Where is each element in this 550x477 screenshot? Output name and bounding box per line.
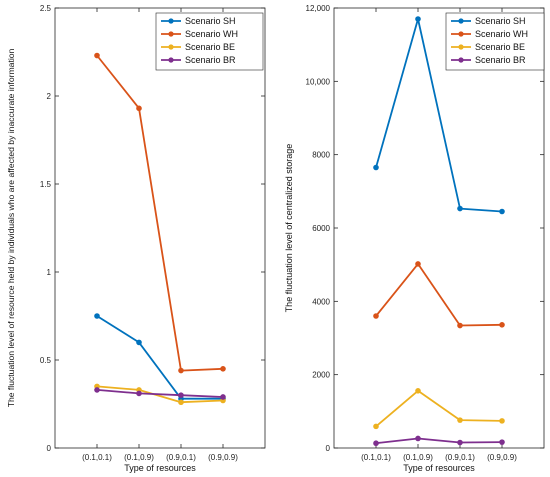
right-y-tick-label: 12,000 <box>306 4 331 13</box>
left-series-line-scenario-wh <box>96 54 224 372</box>
right-x-tick-label: (0.1,0.9) <box>403 453 433 462</box>
right-axes-box <box>333 7 545 449</box>
right-data-point-scenario-br <box>373 440 379 447</box>
right-legend-marker-scenario-sh <box>458 18 464 24</box>
left-data-point-scenario-br <box>136 390 142 397</box>
left-data-point-scenario-sh <box>136 339 142 346</box>
right-data-point-scenario-sh <box>457 205 463 212</box>
right-legend-label-scenario-sh: Scenario SH <box>475 16 526 26</box>
left-legend-label-scenario-be: Scenario BE <box>185 42 235 52</box>
left-legend-marker-scenario-wh <box>168 31 174 37</box>
right-data-point-scenario-wh <box>457 322 463 329</box>
right-x-axis-label: Type of resources <box>403 463 475 473</box>
right-y-tick-label: 2000 <box>312 371 330 380</box>
right-data-point-scenario-be <box>415 388 421 394</box>
left-data-point-scenario-wh <box>178 367 184 374</box>
left-series-line-scenario-br <box>96 389 224 398</box>
right-y-tick-label: 8000 <box>312 151 330 160</box>
right-y-tick-label: 4000 <box>312 297 330 306</box>
left-legend-marker-scenario-sh <box>168 18 174 24</box>
right-y-tick-label: 0 <box>326 444 331 453</box>
right-data-point-scenario-br <box>499 439 505 445</box>
left-legend-label-scenario-sh: Scenario SH <box>185 16 236 26</box>
left-legend-marker-scenario-br <box>168 57 174 63</box>
right-y-tick-label: 6000 <box>312 224 330 233</box>
left-y-tick-label: 2.5 <box>40 4 52 13</box>
left-y-tick-label: 0 <box>47 444 52 453</box>
right-data-point-scenario-sh <box>373 164 379 171</box>
right-data-point-scenario-wh <box>499 322 505 328</box>
right-series-line-scenario-br <box>375 437 503 445</box>
right-series-line-scenario-sh <box>375 18 503 213</box>
left-x-tick-label: (0.1,0.1) <box>82 453 112 462</box>
right-data-point-scenario-wh <box>373 313 379 319</box>
right-y-tick-label: 10,000 <box>306 77 331 86</box>
left-data-point-scenario-br <box>94 387 100 393</box>
right-x-tick-label: (0.9,0.9) <box>487 453 517 462</box>
right-legend-label-scenario-be: Scenario BE <box>475 42 525 52</box>
right-data-point-scenario-sh <box>499 208 505 215</box>
left-data-point-scenario-wh <box>220 366 226 372</box>
right-series-line-scenario-wh <box>375 262 503 327</box>
left-x-axis-label: Type of resources <box>124 463 196 473</box>
left-data-point-scenario-be <box>178 399 184 406</box>
right-legend-marker-scenario-be <box>458 44 464 50</box>
left-y-tick-label: 1.5 <box>40 180 52 189</box>
right-data-point-scenario-br <box>457 439 463 446</box>
left-legend-label-scenario-br: Scenario BR <box>185 55 236 65</box>
left-y-tick-label: 2 <box>47 92 52 101</box>
left-x-tick-label: (0.9,0.9) <box>208 453 238 462</box>
right-legend-marker-scenario-wh <box>458 31 464 37</box>
right-y-axis-label: The fluctuation level of centralized sto… <box>284 144 294 313</box>
right-data-point-scenario-be <box>373 423 379 430</box>
right-chart-panel: 0 2000 4000 6000 8000 10,000 12,000 (0.1,0.1) (0… <box>284 4 545 473</box>
right-data-point-scenario-be <box>499 418 505 424</box>
left-series-line-scenario-sh <box>96 315 223 400</box>
right-legend-label-scenario-br: Scenario BR <box>475 55 526 65</box>
left-legend-marker-scenario-be <box>168 44 174 50</box>
left-x-tick-label: (0.9,0.1) <box>166 453 196 462</box>
right-legend-label-scenario-wh: Scenario WH <box>475 29 528 39</box>
right-x-tick-label: (0.9,0.1) <box>445 453 475 462</box>
right-data-point-scenario-br <box>415 435 421 442</box>
left-data-point-scenario-wh <box>94 52 100 59</box>
left-chart-panel: 0 0.5 1 1.5 2 2.5 (0.1,0.1) (0.1,0.9) (0.9,0.1) (… <box>6 4 266 473</box>
right-data-point-scenario-wh <box>415 261 421 267</box>
right-data-point-scenario-sh <box>415 16 421 22</box>
left-legend-label-scenario-wh: Scenario WH <box>185 29 238 39</box>
left-axes-box <box>54 7 266 449</box>
left-x-tick-label: (0.1,0.9) <box>124 453 154 462</box>
right-x-tick-label: (0.1,0.1) <box>361 453 391 462</box>
left-data-point-scenario-br <box>220 394 226 400</box>
left-y-tick-label: 1 <box>47 268 52 277</box>
left-data-point-scenario-wh <box>136 105 142 112</box>
right-data-point-scenario-be <box>457 417 463 423</box>
left-data-point-scenario-sh <box>94 313 100 319</box>
right-series-line-scenario-be <box>375 389 503 428</box>
right-legend-marker-scenario-br <box>458 57 464 63</box>
left-series-line-scenario-be <box>96 385 224 404</box>
left-y-tick-label: 0.5 <box>40 356 52 365</box>
left-y-axis-label: The fluctuation level of resource held b… <box>6 48 16 407</box>
left-data-point-scenario-br <box>178 392 184 399</box>
